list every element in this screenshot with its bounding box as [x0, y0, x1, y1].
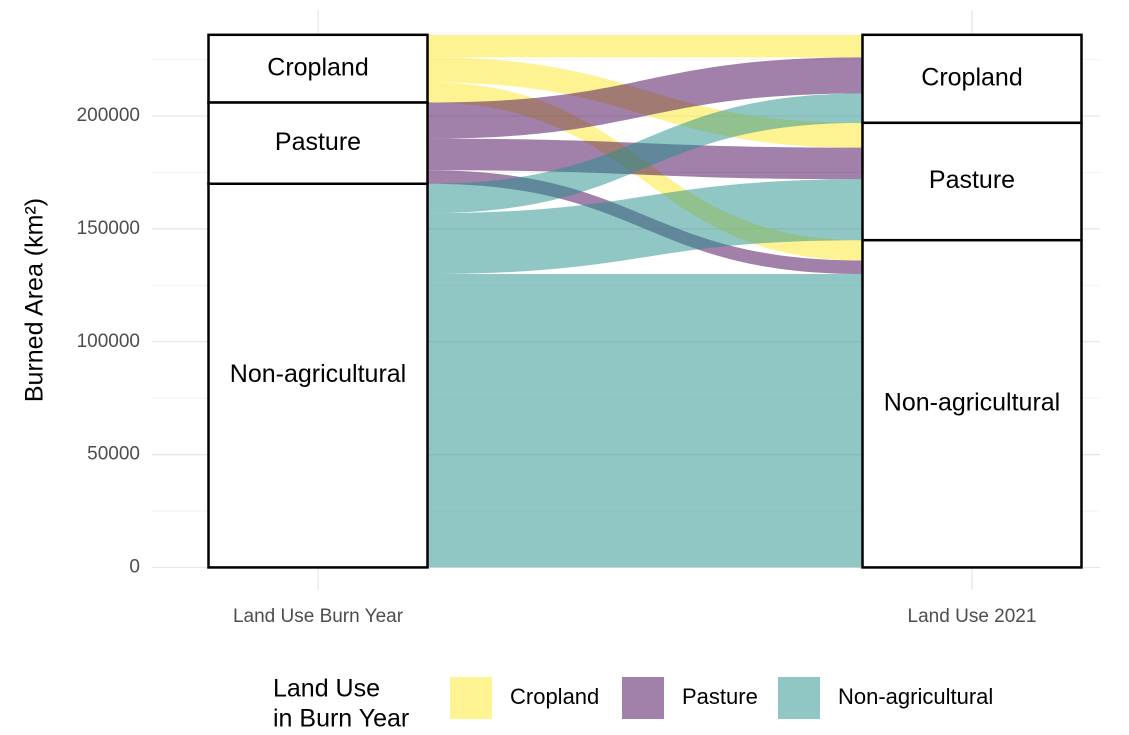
stratum-label: Pasture [275, 128, 361, 156]
flow [427, 34, 863, 58]
flow [427, 93, 863, 214]
stratum-label: Cropland [267, 53, 368, 81]
flow [427, 57, 863, 139]
stratum-label: Pasture [929, 166, 1015, 194]
y-tick-label: 200000 [77, 105, 140, 126]
stratum [207, 101, 429, 186]
legend-swatch [778, 677, 820, 719]
stratum [861, 238, 1083, 569]
stratum-label: Non-agricultural [230, 360, 406, 388]
y-tick-label: 150000 [77, 218, 140, 239]
y-tick-label: 0 [129, 556, 140, 577]
legend-swatch [622, 677, 664, 719]
y-axis-title: Burned Area (km²) [21, 198, 49, 402]
legend-title: Land Use [273, 675, 380, 703]
stratum [861, 121, 1083, 242]
legend-label: Cropland [510, 684, 599, 709]
legend-label: Pasture [682, 684, 758, 709]
stratum [207, 182, 429, 569]
flows [427, 34, 863, 568]
legend-title: in Burn Year [273, 705, 409, 733]
stratum [207, 33, 429, 104]
stratum-label: Cropland [921, 63, 1022, 91]
stratum [861, 33, 1083, 125]
legend-label: Non-agricultural [838, 684, 993, 709]
x-tick-label: Land Use Burn Year [233, 606, 404, 627]
y-tick-label: 50000 [87, 444, 140, 465]
legend-swatch [450, 677, 492, 719]
stratum-label: Non-agricultural [884, 388, 1060, 416]
x-tick-label: Land Use 2021 [908, 606, 1037, 627]
flow [427, 179, 863, 275]
flow [427, 274, 863, 568]
y-tick-label: 100000 [77, 331, 140, 352]
